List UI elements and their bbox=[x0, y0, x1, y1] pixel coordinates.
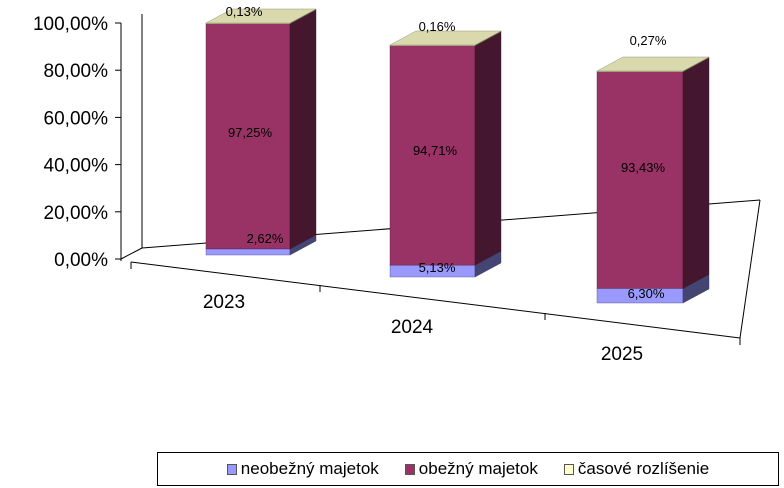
data-label-2023-0: 2,62% bbox=[247, 231, 284, 246]
y-tick-label-2: 40,00% bbox=[44, 156, 109, 177]
floor-front-edge bbox=[130, 261, 741, 339]
bar-2024-1-front bbox=[389, 45, 476, 266]
x-axis-categories: 2023 2024 2025 bbox=[203, 292, 643, 365]
bar-2023-1-front bbox=[205, 23, 291, 250]
bar-2024-1-side bbox=[474, 31, 502, 266]
data-label-2025-2: 0,27% bbox=[630, 33, 667, 48]
floor-left-edge bbox=[120, 247, 143, 260]
y-tick-label-4: 80,00% bbox=[44, 61, 109, 82]
bar-2023-top bbox=[205, 8, 317, 24]
bar-2023-0-front bbox=[205, 248, 291, 256]
bar-2025-1-side bbox=[682, 57, 710, 289]
data-label-2025-1: 93,43% bbox=[621, 160, 666, 175]
legend-label-casove: časové rozlíšenie bbox=[577, 459, 710, 478]
data-labels: 2,62% 5,13% 6,30% 97,25% 94,71% 93,43% 0,13% 0,… bbox=[226, 4, 667, 301]
bar-2025-top bbox=[596, 56, 710, 72]
chart-bars bbox=[205, 8, 710, 304]
legend-label-obezny: obežný majetok bbox=[418, 459, 538, 478]
bar-2023-1-side bbox=[289, 8, 317, 250]
x-category-label-2024: 2024 bbox=[391, 317, 434, 338]
data-label-2024-2: 0,16% bbox=[419, 19, 456, 34]
data-label-2025-0: 6,30% bbox=[628, 286, 665, 301]
legend-item-casove: časové rozlíšenie bbox=[563, 459, 710, 479]
y-tick-label-5: 100,00% bbox=[33, 14, 108, 35]
legend-label-neobezny: neobežný majetok bbox=[240, 459, 379, 478]
legend-item-obezny: obežný majetok bbox=[404, 459, 538, 479]
data-label-2024-1: 94,71% bbox=[413, 143, 458, 158]
y-axis-ticks: 0,00% 20,00% 40,00% 60,00% 80,00% 100,00% bbox=[33, 14, 121, 271]
y-tick-label-1: 20,00% bbox=[44, 203, 109, 224]
data-label-2023-2: 0,13% bbox=[226, 4, 263, 19]
data-label-2024-0: 5,13% bbox=[419, 260, 456, 275]
x-category-label-2023: 2023 bbox=[203, 292, 245, 313]
legend-item-neobezny: neobežný majetok bbox=[226, 459, 379, 479]
x-category-label-2025: 2025 bbox=[601, 344, 643, 365]
data-label-2023-1: 97,25% bbox=[228, 125, 273, 140]
legend-swatch-obezny bbox=[404, 463, 415, 475]
floor-right-edge bbox=[739, 199, 761, 339]
y-tick-label-0: 0,00% bbox=[54, 250, 108, 271]
bar-2024-top bbox=[389, 30, 502, 46]
bar-2025-1-front bbox=[596, 71, 684, 289]
legend: neobežný majetok obežný majetok časové r… bbox=[157, 452, 779, 486]
y-tick-label-3: 60,00% bbox=[44, 108, 109, 129]
legend-swatch-casove bbox=[563, 463, 574, 475]
legend-swatch-neobezny bbox=[226, 463, 237, 475]
